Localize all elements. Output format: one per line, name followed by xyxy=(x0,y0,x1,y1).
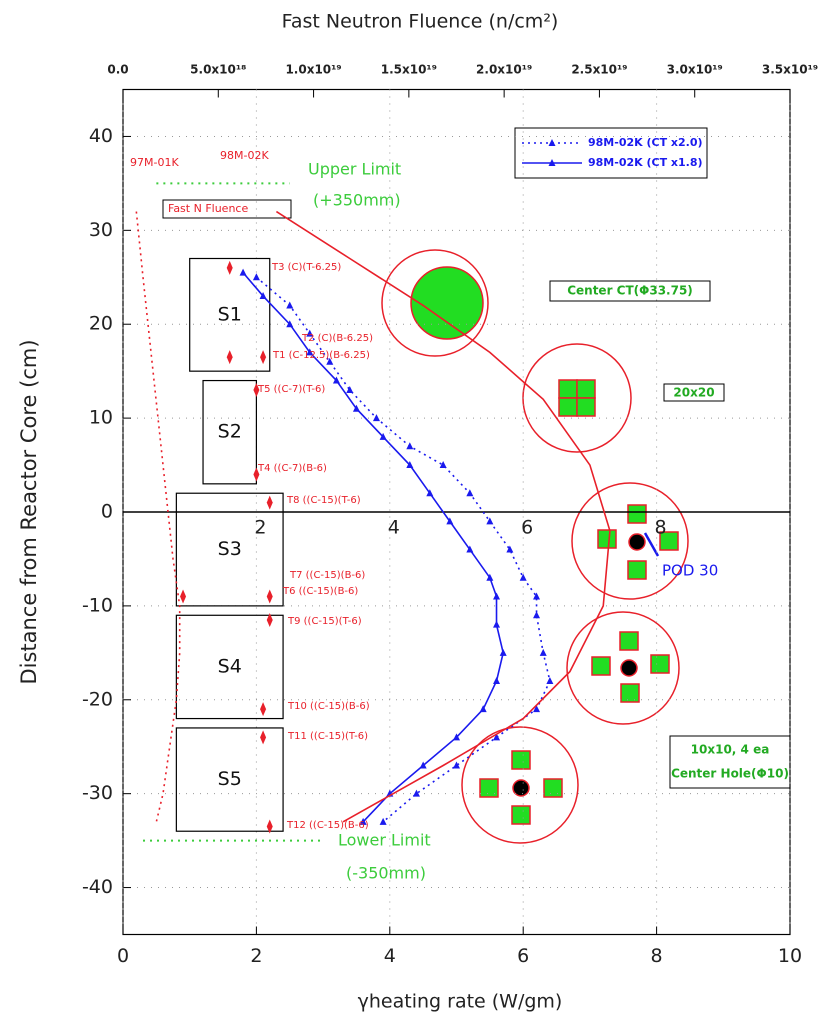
x-inner-tick-label: 6 xyxy=(521,517,533,539)
x2-tick-label: 3.0x10¹⁹ xyxy=(667,63,723,77)
y-tick-label: -10 xyxy=(82,594,113,616)
series-label: 97M-01K xyxy=(130,156,179,169)
x2-tick-label: 1.5x10¹⁹ xyxy=(381,63,437,77)
annotation: Center Hole(Φ10) xyxy=(671,767,789,781)
x-tick-label: 2 xyxy=(250,945,262,967)
chart: Fast Neutron Fluence (n/cm²) γheating ra… xyxy=(0,0,835,1024)
squares-20x20 xyxy=(559,380,595,416)
marker xyxy=(520,574,527,581)
x2-tick-label: 2.0x10¹⁹ xyxy=(476,63,532,77)
thermocouple-label: T9 ((C-15)(T-6) xyxy=(287,616,362,627)
thermocouple-label: T2 (C)(B-6.25) xyxy=(301,333,373,344)
thermocouple-label: T5 ((C-7)(T-6) xyxy=(257,384,325,395)
center-ct-core xyxy=(411,267,483,339)
marker xyxy=(253,273,260,280)
legend-label: 98M-02K (CT x2.0) xyxy=(588,136,703,149)
chart-title: Fast Neutron Fluence (n/cm²) xyxy=(282,11,559,33)
marker xyxy=(267,590,273,604)
limit-label: Lower Limit xyxy=(338,831,431,850)
x2-tick-label: 2.5x10¹⁹ xyxy=(571,63,627,77)
x-inner-tick-label: 8 xyxy=(655,517,667,539)
thermocouple-label: T10 ((C-15)(B-6) xyxy=(287,701,370,712)
x-inner-tick-label: 4 xyxy=(388,517,400,539)
marker xyxy=(286,301,293,308)
x-tick-label: 6 xyxy=(517,945,529,967)
thermocouple-label: T4 ((C-7)(B-6) xyxy=(257,463,327,474)
marker xyxy=(453,762,460,769)
marker xyxy=(227,350,233,364)
y-tick-label: 20 xyxy=(89,313,113,335)
marker xyxy=(493,593,500,600)
x2-tick-label: 0.0 xyxy=(107,63,128,77)
y-tick-label: 30 xyxy=(89,219,113,241)
y-tick-label: 10 xyxy=(89,407,113,429)
thermocouple-label: T6 ((C-15)(B-6) xyxy=(282,586,358,597)
thermocouple-label: T8 ((C-15)(T-6) xyxy=(286,495,361,506)
x2-tick-label: 1.0x10¹⁹ xyxy=(285,63,341,77)
marker xyxy=(500,649,507,656)
limit-label: Upper Limit xyxy=(308,160,401,179)
y-tick-label: 40 xyxy=(89,125,113,147)
marker xyxy=(260,730,266,744)
thermocouple-label: T7 ((C-15)(B-6) xyxy=(289,570,365,581)
x-tick-label: 0 xyxy=(117,945,129,967)
marker xyxy=(480,705,487,712)
zone-label: S5 xyxy=(218,768,242,790)
marker xyxy=(546,677,553,684)
annotation: 10x10, 4 ea xyxy=(691,743,770,757)
zone-label: S2 xyxy=(218,421,242,443)
marker xyxy=(180,590,186,604)
y-tick-label: -30 xyxy=(82,782,113,804)
x2-tick-label: 3.5x10¹⁹ xyxy=(762,63,818,77)
legend-label: 98M-02K (CT x1.8) xyxy=(588,156,703,169)
limit-note: (+350mm) xyxy=(313,191,401,210)
x-tick-label: 4 xyxy=(384,945,396,967)
zone-label: S1 xyxy=(218,303,242,325)
hole-pod30 xyxy=(629,534,645,550)
series-label: Fast N Fluence xyxy=(168,202,248,215)
marker xyxy=(227,261,233,275)
marker xyxy=(540,649,547,656)
y-tick-label: -40 xyxy=(82,876,113,898)
legend-marker xyxy=(549,139,556,146)
marker xyxy=(466,489,473,496)
marker xyxy=(533,611,540,618)
limit-note: (-350mm) xyxy=(346,864,426,883)
annotation: POD 30 xyxy=(662,562,718,580)
annotation: 20x20 xyxy=(673,386,714,400)
marker xyxy=(240,269,247,276)
thermocouple-label: T11 ((C-15)(T-6) xyxy=(287,731,368,742)
marker xyxy=(260,702,266,716)
marker xyxy=(493,677,500,684)
thermocouple-label: T12 ((C-15)(B-6) xyxy=(286,820,369,831)
y-tick-label: 0 xyxy=(101,501,113,523)
y-axis-label: Distance from Reactor Core (cm) xyxy=(17,339,41,684)
marker xyxy=(406,442,413,449)
y-tick-label: -20 xyxy=(82,688,113,710)
marker xyxy=(373,414,380,421)
hole-10x10-a xyxy=(621,660,637,676)
series-line xyxy=(136,212,179,822)
x2-tick-label: 5.0x10¹⁸ xyxy=(190,63,246,77)
zone-label: S4 xyxy=(218,655,242,677)
x-tick-label: 10 xyxy=(778,945,802,967)
series-label: 98M-02K xyxy=(220,149,269,162)
marker xyxy=(413,790,420,797)
thermocouple-label: T1 (C-12.5)(B-6.25) xyxy=(272,350,370,361)
marker xyxy=(493,621,500,628)
marker xyxy=(260,350,266,364)
marker xyxy=(267,496,273,510)
zone-label: S3 xyxy=(218,538,242,560)
x-tick-label: 8 xyxy=(651,945,663,967)
x-axis-label: γheating rate (W/gm) xyxy=(358,991,563,1013)
thermocouple-label: T3 (C)(T-6.25) xyxy=(271,262,341,273)
x-inner-tick-label: 2 xyxy=(254,517,266,539)
annotation: Center CT(Φ33.75) xyxy=(567,284,693,298)
marker xyxy=(346,386,353,393)
